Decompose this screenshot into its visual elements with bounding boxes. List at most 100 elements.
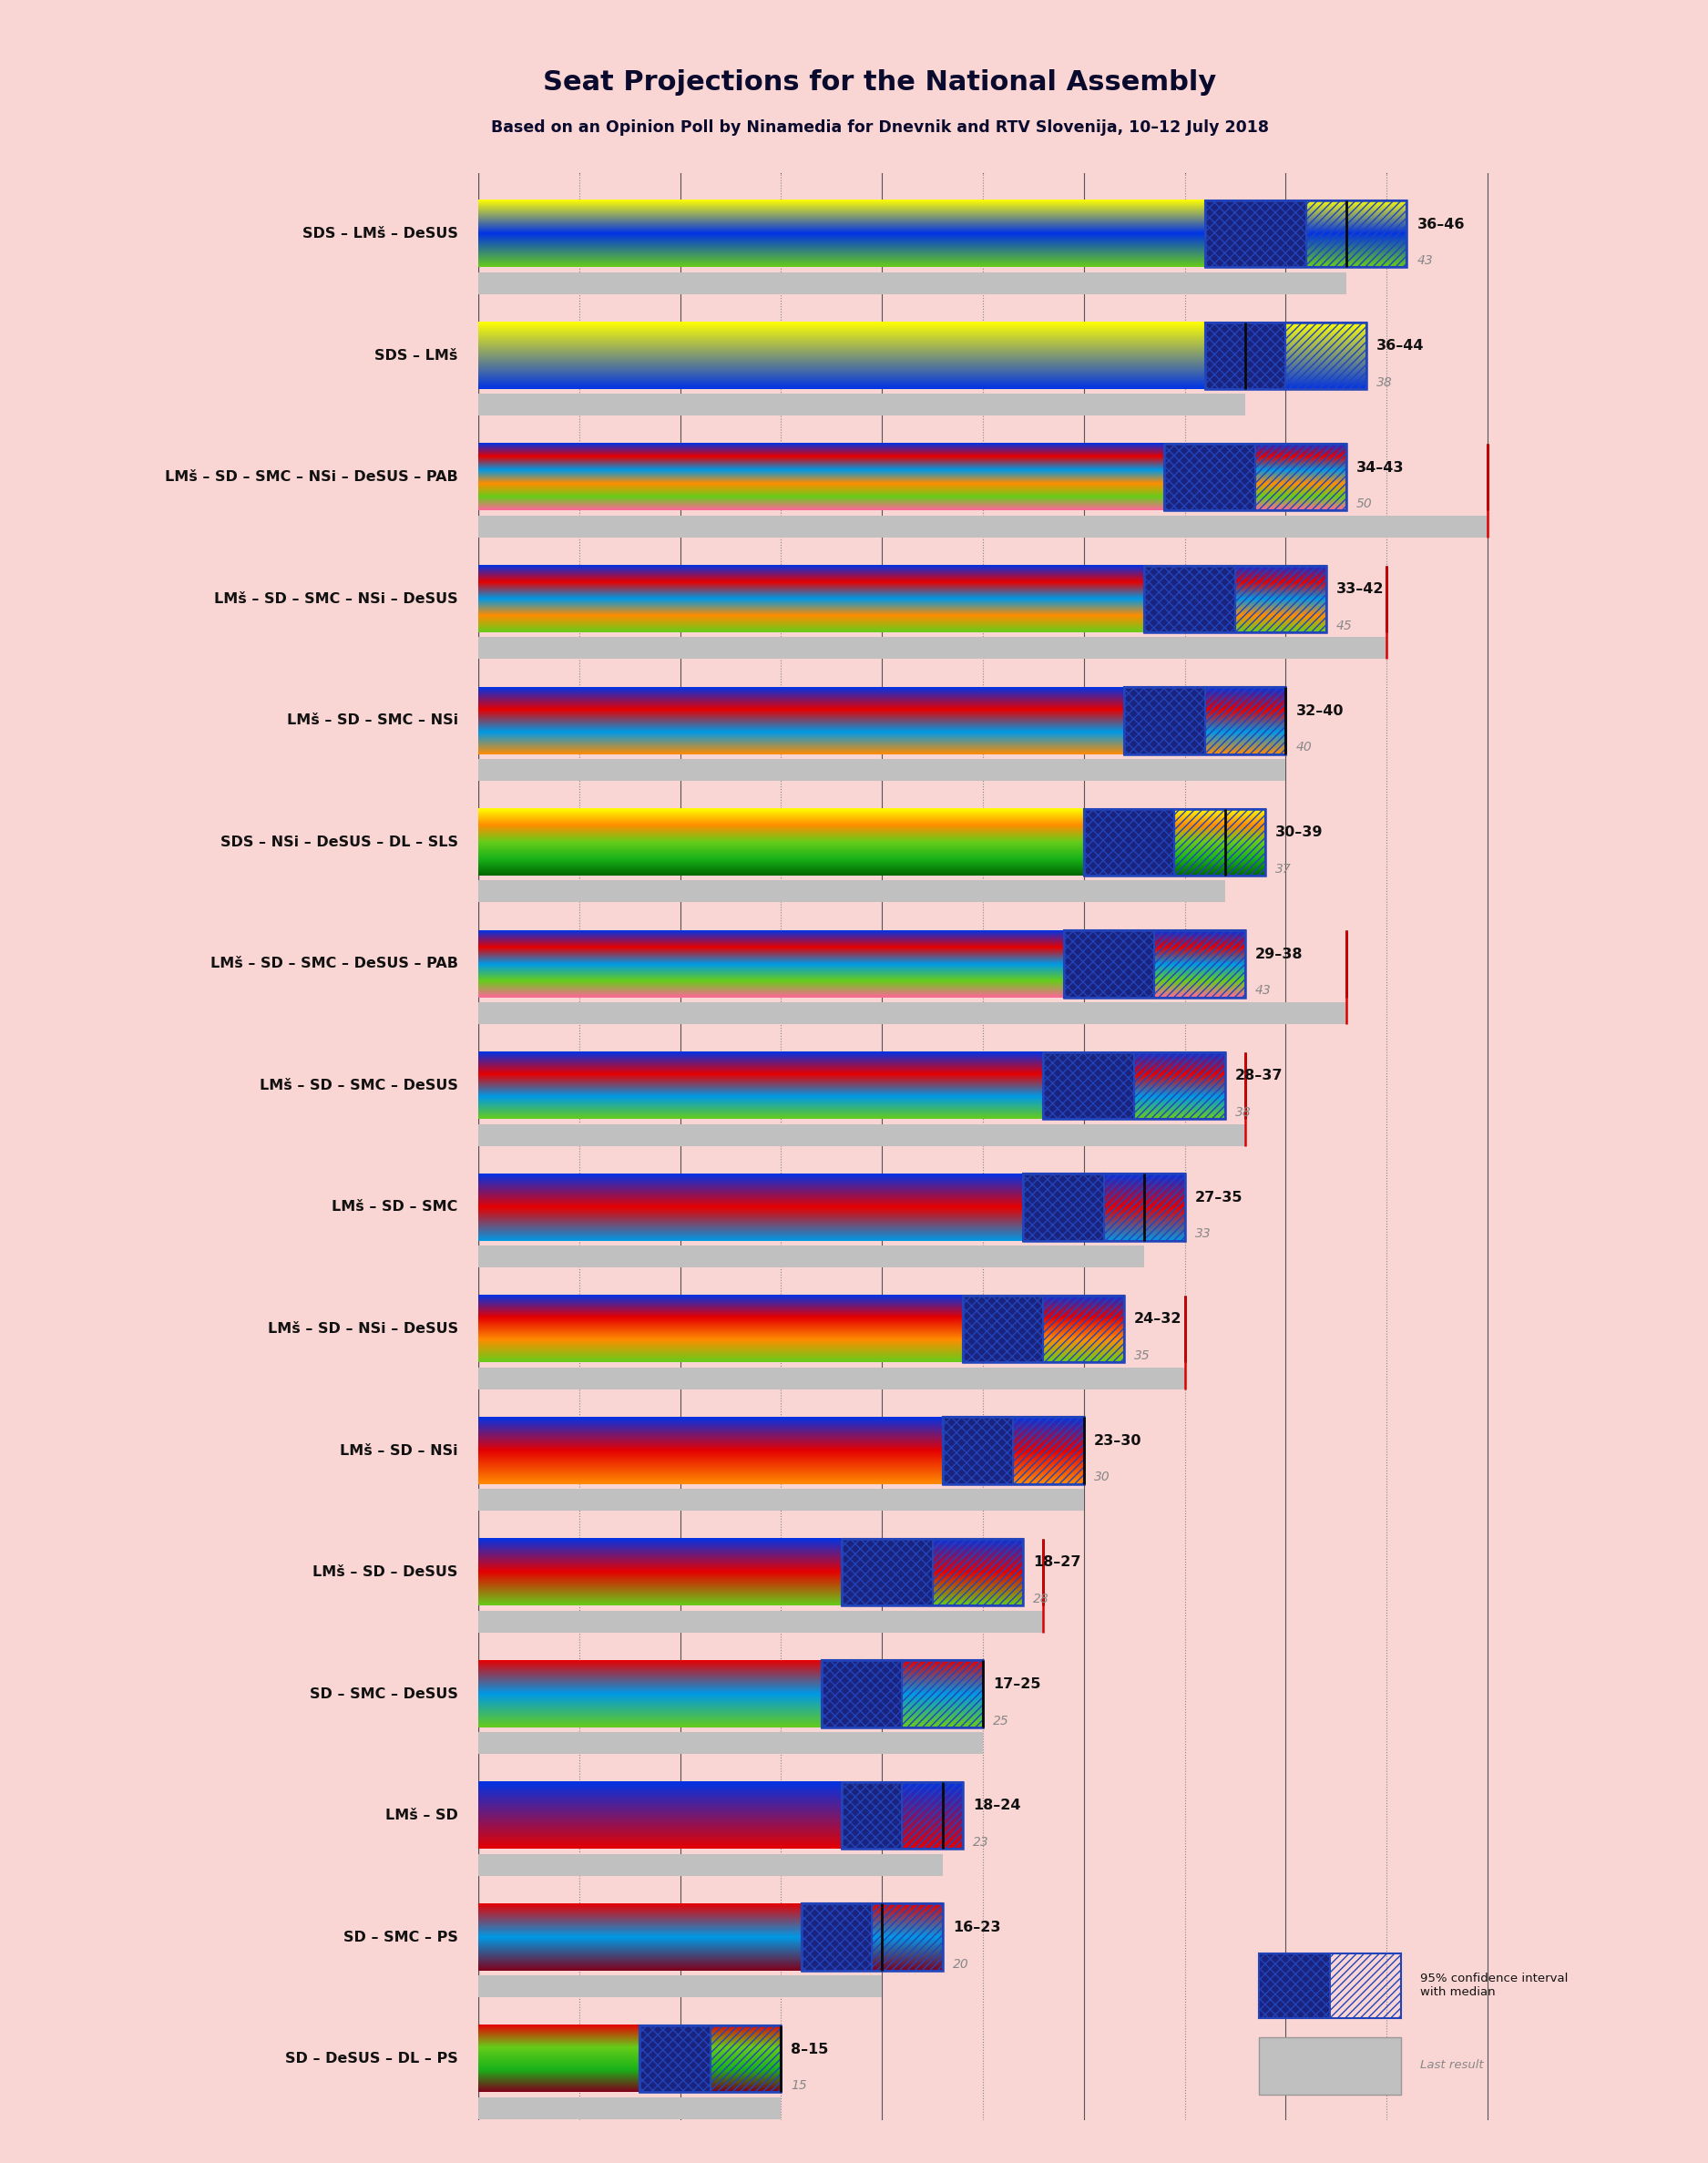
Bar (1023, 1175, 1103, 1242)
Bar (1044, 1051, 1225, 1118)
Bar (478, 1367, 1185, 1389)
Bar (842, 1538, 1023, 1605)
Bar (963, 1296, 1124, 1363)
Text: LMš – SD – SMC: LMš – SD – SMC (331, 1200, 458, 1213)
Text: Based on an Opinion Poll by Ninamedia for Dnevnik and RTV Slovenija, 10–12 July : Based on an Opinion Poll by Ninamedia fo… (490, 119, 1269, 136)
Bar (1286, 322, 1366, 389)
Text: Last result: Last result (1421, 2059, 1484, 2070)
Bar (1064, 930, 1155, 997)
Bar (1204, 322, 1286, 389)
Bar (1204, 201, 1407, 268)
Text: 36–44: 36–44 (1377, 340, 1424, 353)
Bar (801, 1903, 943, 1970)
Bar (478, 880, 1225, 902)
Bar (1124, 688, 1204, 755)
Text: 25: 25 (992, 1715, 1009, 1726)
Text: 43: 43 (1255, 984, 1271, 997)
Text: LMš – SD – SMC – NSi: LMš – SD – SMC – NSi (287, 714, 458, 727)
Bar (1064, 930, 1245, 997)
Text: Seat Projections for the National Assembly: Seat Projections for the National Assemb… (543, 69, 1216, 95)
Bar (822, 1661, 902, 1728)
Bar (478, 1125, 1245, 1146)
Bar (842, 1538, 933, 1605)
Bar (1144, 565, 1235, 632)
Text: 43: 43 (1418, 255, 1433, 266)
Bar (1013, 1417, 1085, 1484)
Text: 36–46: 36–46 (1418, 216, 1465, 231)
Text: 23–30: 23–30 (1093, 1434, 1141, 1447)
Bar (478, 1246, 1144, 1268)
Bar (963, 1296, 1044, 1363)
Bar (902, 1782, 963, 1849)
Text: SDS – NSi – DeSUS – DL – SLS: SDS – NSi – DeSUS – DL – SLS (220, 835, 458, 850)
Bar (1085, 809, 1266, 876)
Text: 23: 23 (974, 1836, 989, 1849)
Text: LMš – SD – NSi: LMš – SD – NSi (340, 1443, 458, 1458)
Bar (1307, 201, 1407, 268)
Text: 27–35: 27–35 (1196, 1190, 1243, 1205)
Text: 45: 45 (1336, 619, 1353, 632)
Text: 38: 38 (1235, 1105, 1252, 1118)
Text: 17–25: 17–25 (992, 1676, 1040, 1691)
Bar (943, 1417, 1013, 1484)
Bar (1155, 930, 1245, 997)
Bar (640, 2025, 711, 2092)
Bar (1134, 1051, 1225, 1118)
Bar (1165, 443, 1255, 510)
Text: 33: 33 (1196, 1229, 1211, 1239)
Text: 33–42: 33–42 (1336, 582, 1383, 597)
Text: SD – SMC – PS: SD – SMC – PS (343, 1929, 458, 1945)
Text: LMš – SD – SMC – NSi – DeSUS: LMš – SD – SMC – NSi – DeSUS (214, 593, 458, 606)
Bar (1175, 809, 1266, 876)
Bar (871, 1903, 943, 1970)
Bar (1044, 1296, 1124, 1363)
Bar (640, 2025, 781, 2092)
Text: SDS – LMš: SDS – LMš (374, 348, 458, 363)
Bar (1255, 443, 1346, 510)
Text: 38: 38 (1377, 376, 1392, 389)
Text: 37: 37 (1276, 863, 1291, 876)
Bar (1144, 565, 1325, 632)
Text: 8–15: 8–15 (791, 2042, 828, 2057)
Text: 34–43: 34–43 (1356, 461, 1404, 474)
Bar (902, 1661, 982, 1728)
Bar (478, 759, 1286, 781)
Text: 20: 20 (953, 1958, 968, 1970)
Text: 18–27: 18–27 (1033, 1555, 1081, 1570)
Bar (478, 1733, 982, 1754)
Text: 28–37: 28–37 (1235, 1069, 1283, 1084)
Bar (1044, 1051, 1134, 1118)
Text: 50: 50 (1356, 497, 1373, 510)
Bar (478, 394, 1245, 415)
Text: LMš – SD – SMC – NSi – DeSUS – PAB: LMš – SD – SMC – NSi – DeSUS – PAB (166, 469, 458, 485)
Text: LMš – SD: LMš – SD (386, 1808, 458, 1823)
Bar (1204, 688, 1286, 755)
Bar (1103, 1175, 1185, 1242)
Text: SDS – LMš – DeSUS: SDS – LMš – DeSUS (302, 227, 458, 240)
Text: 40: 40 (1296, 742, 1312, 753)
Bar (1023, 1175, 1185, 1242)
Text: 35: 35 (1134, 1350, 1151, 1363)
Bar (478, 638, 1387, 660)
Bar (478, 1854, 943, 1875)
Bar (842, 1782, 902, 1849)
Bar (1331, 1953, 1401, 2018)
Bar (822, 1661, 982, 1728)
Bar (933, 1538, 1023, 1605)
Text: SD – DeSUS – DL – PS: SD – DeSUS – DL – PS (285, 2053, 458, 2066)
Text: SD – SMC – DeSUS: SD – SMC – DeSUS (309, 1687, 458, 1700)
Text: 24–32: 24–32 (1134, 1313, 1182, 1326)
Text: 15: 15 (791, 2079, 808, 2092)
Text: LMš – SD – DeSUS: LMš – SD – DeSUS (313, 1566, 458, 1579)
Text: LMš – SD – SMC – DeSUS: LMš – SD – SMC – DeSUS (260, 1079, 458, 1092)
Bar (842, 1782, 963, 1849)
Bar (1259, 1953, 1401, 2018)
Bar (478, 1975, 881, 1996)
Bar (1124, 688, 1286, 755)
Text: LMš – SD – SMC – DeSUS – PAB: LMš – SD – SMC – DeSUS – PAB (210, 956, 458, 971)
Bar (478, 273, 1346, 294)
Bar (478, 1001, 1346, 1023)
Bar (478, 515, 1488, 536)
Bar (478, 2098, 781, 2120)
Bar (711, 2025, 781, 2092)
